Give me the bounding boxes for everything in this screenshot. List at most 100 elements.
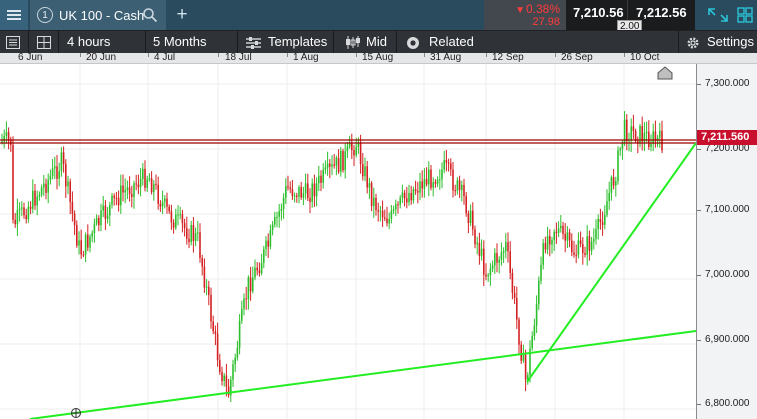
- candle-body: [533, 325, 536, 336]
- expand-icon[interactable]: [708, 8, 728, 22]
- candle-body: [661, 130, 663, 151]
- candle-body: [93, 223, 96, 233]
- change-points: 27.98: [532, 16, 560, 28]
- candle-body: [447, 162, 450, 164]
- gear-icon[interactable]: [686, 36, 700, 50]
- price-type-button[interactable]: Mid: [366, 34, 387, 49]
- candle-body: [527, 375, 529, 380]
- candle-body: [381, 210, 384, 218]
- candle-body: [469, 210, 472, 223]
- add-tab-button[interactable]: +: [176, 4, 188, 25]
- candle-body: [258, 270, 261, 274]
- price-tick: [697, 84, 701, 85]
- candle-body: [214, 331, 217, 334]
- candle-body: [472, 210, 474, 230]
- candle-body: [296, 195, 298, 197]
- candle-body: [621, 141, 624, 149]
- candlestick-chart[interactable]: [0, 64, 696, 419]
- home-scroll-icon[interactable]: [657, 66, 673, 80]
- candle-body: [626, 119, 628, 141]
- candle-body: [344, 151, 346, 171]
- layout-grid-icon[interactable]: [737, 7, 753, 23]
- candle-body: [304, 183, 307, 194]
- candle-body: [124, 190, 126, 193]
- toolbar-separator: [237, 31, 238, 54]
- related-button[interactable]: Related: [429, 34, 474, 49]
- candle-body: [161, 201, 164, 207]
- candle-body: [375, 197, 377, 211]
- candle-body: [645, 131, 648, 133]
- candle-body: [36, 196, 38, 206]
- toolbar-separator: [678, 31, 679, 54]
- candle-body: [71, 202, 74, 214]
- candle-body: [45, 183, 47, 193]
- chart-plot-area[interactable]: [0, 64, 696, 419]
- interval-selector[interactable]: 4 hours: [67, 34, 111, 49]
- candle-body: [395, 204, 397, 210]
- candle-body: [643, 133, 646, 142]
- candle-body: [573, 252, 575, 255]
- price-change-box: ▼0.38% 27.98: [484, 0, 566, 30]
- candle-body: [588, 236, 591, 251]
- candle-body: [498, 259, 500, 263]
- date-label: 31 Aug: [430, 52, 462, 63]
- candle-body: [606, 201, 608, 215]
- templates-button[interactable]: Templates: [268, 34, 328, 49]
- buy-price: 7,212.56: [636, 5, 687, 20]
- candle-body: [271, 224, 274, 231]
- hamburger-menu-icon[interactable]: [0, 0, 28, 30]
- sell-price-button[interactable]: 7,210.56: [566, 0, 627, 30]
- candle-body: [397, 204, 399, 206]
- candle-body: [582, 244, 584, 254]
- related-eye-icon[interactable]: [406, 36, 420, 50]
- candle-body: [436, 179, 439, 184]
- candle-body: [23, 207, 25, 216]
- candle-body: [16, 210, 19, 225]
- candle-body: [111, 195, 113, 205]
- candle-body: [364, 166, 366, 177]
- candle-body: [568, 232, 571, 241]
- candle-body: [641, 126, 643, 142]
- list-panel-icon[interactable]: [6, 36, 20, 49]
- toolbar-separator: [58, 31, 59, 54]
- candle-body: [586, 236, 588, 255]
- candle-body: [529, 348, 531, 376]
- candle-body: [199, 232, 201, 259]
- search-icon[interactable]: [142, 7, 158, 23]
- candle-body: [421, 181, 423, 189]
- tab-number-badge: 1: [37, 7, 53, 23]
- candlestick-icon[interactable]: [345, 36, 361, 49]
- templates-sliders-icon[interactable]: [246, 37, 261, 49]
- price-axis[interactable]: 7,300.000 7,200.000 7,100.000 7,000.000 …: [696, 64, 757, 419]
- candle-body: [201, 258, 203, 267]
- candle-body: [430, 169, 432, 188]
- candle-body: [353, 150, 355, 156]
- price-label: 7,100.000: [705, 204, 750, 215]
- candle-body: [608, 193, 610, 202]
- candle-body: [208, 286, 210, 295]
- candle-body: [192, 225, 195, 241]
- candle-body: [69, 181, 71, 203]
- candle-body: [579, 240, 582, 244]
- candle-body: [159, 203, 162, 207]
- candle-body: [386, 218, 388, 224]
- date-tick: [555, 53, 556, 57]
- candle-body: [293, 195, 296, 197]
- candle-body: [87, 234, 89, 248]
- candle-body: [144, 168, 146, 188]
- candle-body: [494, 253, 496, 266]
- candle-body: [1, 141, 3, 143]
- settings-button[interactable]: Settings: [707, 34, 754, 49]
- candle-body: [172, 222, 175, 228]
- grid-layout-icon[interactable]: [37, 36, 51, 49]
- candle-body: [450, 163, 452, 170]
- range-selector[interactable]: 5 Months: [153, 34, 207, 49]
- candle-body: [287, 186, 289, 188]
- candle-body: [43, 183, 45, 188]
- candle-body: [458, 180, 461, 190]
- candle-body: [183, 223, 186, 229]
- candle-body: [300, 187, 302, 198]
- candle-body: [276, 216, 278, 218]
- candle-body: [243, 298, 245, 309]
- instrument-tab[interactable]: 1 UK 100 - Cash: [30, 0, 166, 30]
